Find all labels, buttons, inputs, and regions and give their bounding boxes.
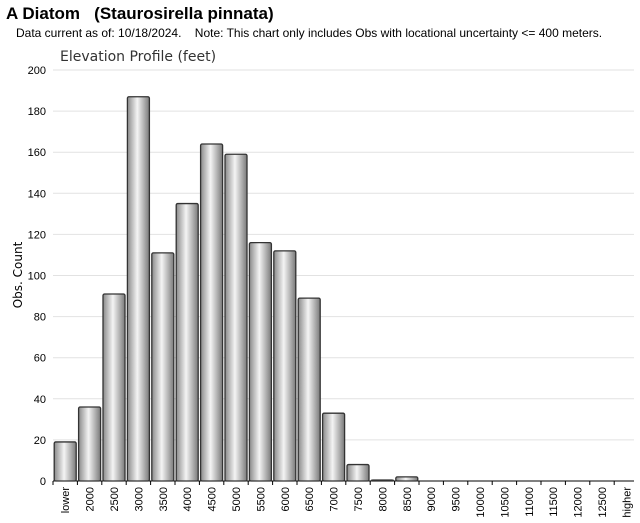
y-tick-label: 40	[34, 394, 46, 406]
x-tick-label: 6000	[280, 487, 292, 511]
x-tick-label: 12500	[597, 487, 609, 518]
x-tick-label: 3000	[133, 487, 145, 511]
bar-3000	[126, 96, 151, 482]
x-tick-label: 3500	[158, 487, 170, 511]
y-tick-label: 60	[34, 353, 46, 365]
x-tick-label: 10000	[475, 487, 487, 518]
chart-species-title: A Diatom (Staurosirella pinnata)	[6, 4, 274, 23]
bar-7500	[346, 463, 370, 482]
x-tick-label: 4000	[182, 487, 194, 511]
bar-8500	[395, 476, 419, 482]
y-tick-label: 20	[34, 435, 46, 447]
x-tick-label: 2000	[85, 487, 97, 511]
x-tick-label: 9500	[451, 487, 463, 511]
x-tick-label: 5500	[255, 487, 267, 511]
y-tick-label: 200	[28, 65, 46, 77]
x-tick-label: 12000	[573, 487, 585, 518]
x-tick-label: 7000	[329, 487, 341, 511]
data-note: Data current as of: 10/18/2024. Note: Th…	[16, 26, 603, 40]
y-tick-label: 180	[28, 106, 46, 118]
bar-4000	[175, 202, 199, 482]
bar-2000	[77, 406, 102, 482]
y-tick-label: 80	[34, 312, 46, 324]
bar-6000	[273, 250, 297, 482]
bar-8000	[370, 479, 395, 482]
x-tick-label: 8500	[402, 487, 414, 511]
bars	[53, 96, 419, 482]
bar-4500	[199, 143, 224, 482]
chart-title: Elevation Profile (feet)	[60, 49, 217, 65]
x-tick-label: lower	[60, 487, 72, 514]
x-tick-label: higher	[621, 487, 633, 518]
y-tick-label: 140	[28, 188, 46, 200]
x-tick-label: 8000	[377, 487, 389, 511]
x-tick-label: 2500	[109, 487, 121, 511]
x-tick-label: 4500	[207, 487, 219, 511]
y-tick-label: 100	[28, 271, 46, 283]
bar-lower	[53, 441, 77, 482]
x-tick-label: 10500	[499, 487, 511, 518]
y-tick-label: 0	[40, 476, 46, 488]
y-tick-labels: 0 20 40 60 80 100 120 140 160 180 200	[28, 65, 46, 488]
bar-7000	[321, 412, 346, 482]
x-tick-label: 5000	[231, 487, 243, 511]
x-tick-label: 9000	[426, 487, 438, 511]
bar-3500	[151, 252, 175, 482]
bar-6500	[297, 297, 321, 482]
bar-2500	[102, 293, 126, 482]
bar-5000	[224, 153, 248, 482]
y-axis-label: Obs. Count	[11, 241, 25, 308]
x-tick-label: 7500	[353, 487, 365, 511]
y-tick-label: 120	[28, 229, 46, 241]
x-tick-label: 6500	[304, 487, 316, 511]
bar-5500	[248, 241, 273, 482]
x-tick-labels: lower 2000 2500 3000 3500 4000 4500 5000 5500 600…	[60, 487, 633, 518]
x-tick-label: 11000	[524, 487, 536, 517]
x-tick-label: 11500	[548, 487, 560, 517]
y-tick-label: 160	[28, 147, 46, 159]
